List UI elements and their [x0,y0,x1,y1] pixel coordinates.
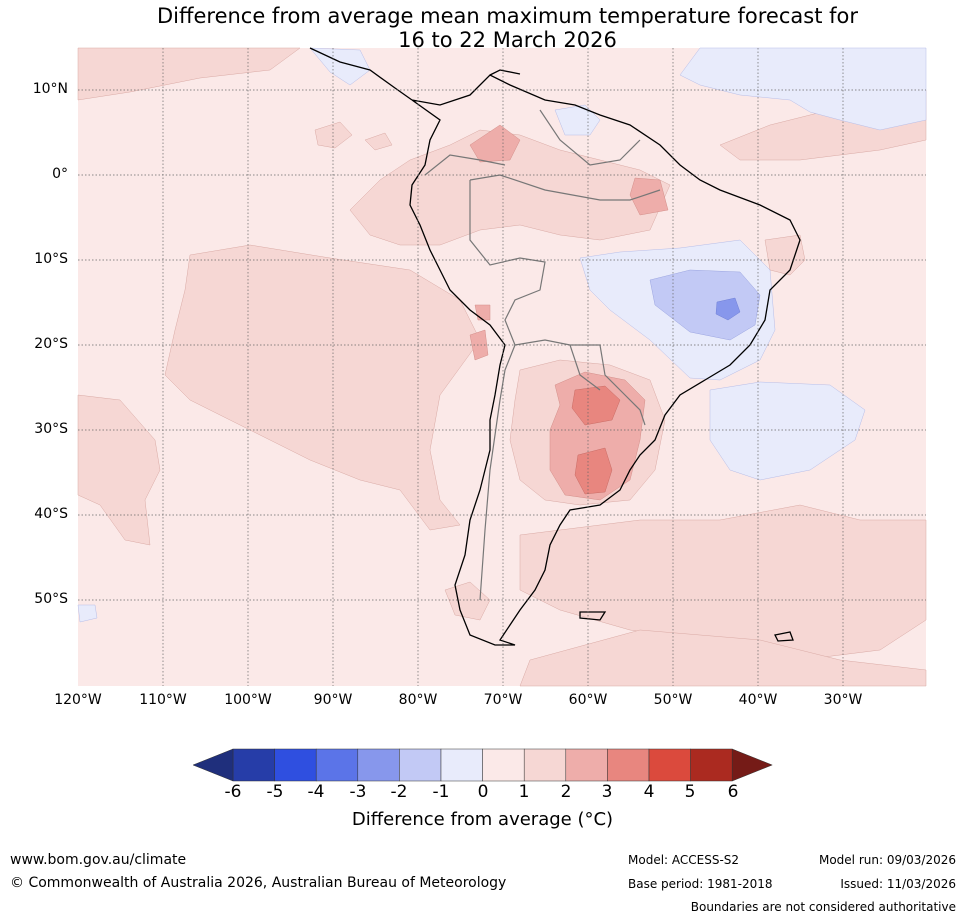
colorbar-tick: -3 [349,782,367,802]
lon-label-100w: 100°W [224,692,272,708]
colorbar-swatch [523,748,567,782]
colorbar-over-arrow [731,748,773,782]
colorbar-swatch [357,748,400,782]
colorbar-tick: 3 [601,782,613,802]
anomaly-3-to-4-regions [571,385,621,495]
colorbar-swatch [648,748,691,782]
colorbar-tick: 4 [643,782,655,802]
title-line-1: Difference from average mean maximum tem… [157,4,858,28]
lat-label-40s: 40°S [34,506,68,522]
colorbar-tick: -1 [432,782,450,802]
lat-label-0: 0° [52,166,68,182]
lon-label-30w: 30°W [823,692,863,708]
lat-label-30s: 30°S [34,421,68,437]
lon-label-50w: 50°W [653,692,693,708]
colorbar-tick: 2 [560,782,572,802]
anomaly-minus2-to-minus1-regions [649,269,761,341]
colorbar-swatch [315,748,359,782]
colorbar-tick: -5 [266,782,284,802]
lon-label-120w: 120°W [54,692,102,708]
lat-label-50s: 50°S [34,591,68,607]
model-run: Model run: 09/03/2026 [818,853,956,867]
anomaly-minus3-to-minus2-regions [715,297,741,321]
boundaries-disclaimer: Boundaries are not considered authoritat… [690,900,956,914]
colorbar-title: Difference from average (°C) [351,809,614,830]
base-period: Base period: 1981-2018 [628,877,773,891]
country-boundaries [424,109,661,601]
lon-label-110w: 110°W [139,692,187,708]
colorbar-tick: -6 [224,782,242,802]
lat-label-20s: 20°S [34,336,68,352]
coastline [309,47,801,646]
issued-date: Issued: 11/03/2026 [840,877,956,891]
model-name: Model: ACCESS-S2 [628,853,740,867]
copyright: © Commonwealth of Australia 2026, Austra… [10,875,507,891]
lat-label-10n: 10°N [32,81,68,97]
colorbar [192,748,773,782]
colorbar-tick: 6 [727,782,739,802]
lon-label-60w: 60°W [568,692,608,708]
colorbar-swatch [440,748,483,782]
colorbar-swatch [607,748,650,782]
colorbar-swatch [232,748,275,782]
graticule [78,48,926,686]
colorbar-tick: 0 [477,782,489,802]
colorbar-swatch [274,748,317,782]
lon-label-70w: 70°W [483,692,523,708]
colorbar-under-arrow [192,748,234,782]
colorbar-swatch [690,748,733,782]
lon-label-40w: 40°W [738,692,778,708]
colorbar-swatch [482,748,525,782]
anomaly-1-to-2-regions [77,47,927,687]
colorbar-swatch [565,748,608,782]
lat-label-10s: 10°S [34,251,68,267]
colorbar-tick: -4 [307,782,325,802]
lon-label-80w: 80°W [398,692,438,708]
colorbar-swatch [399,748,442,782]
colorbar-tick: -2 [390,782,408,802]
chart-title: Difference from average mean maximum tem… [0,4,965,52]
colorbar-tick: 1 [518,782,530,802]
website-link[interactable]: www.bom.gov.au/climate [10,852,187,868]
lon-label-90w: 90°W [313,692,353,708]
colorbar-tick: 5 [684,782,696,802]
